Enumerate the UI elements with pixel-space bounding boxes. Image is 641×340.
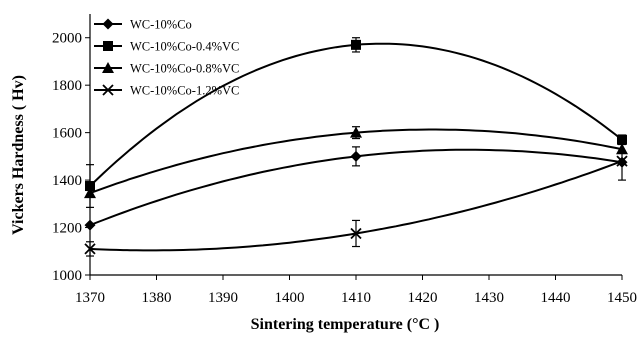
legend-item: WC-10%Co-0.4%VC <box>94 40 239 54</box>
legend-item: WC-10%Co <box>94 18 192 32</box>
x-tick-label: 1410 <box>341 290 371 306</box>
legend-item: WC-10%Co-0.8%VC <box>94 62 239 76</box>
data-point <box>84 219 96 231</box>
x-tick-label: 1400 <box>275 290 305 306</box>
series-2 <box>85 37 627 208</box>
data-point <box>616 155 628 167</box>
data-point <box>84 187 96 199</box>
data-point <box>350 126 362 138</box>
legend-label: WC-10%Co-1.2%VC <box>130 84 239 98</box>
legend-marker <box>102 18 114 30</box>
legend-marker <box>102 62 114 73</box>
x-tick-label: 1450 <box>607 290 637 306</box>
x-tick-label: 1420 <box>408 290 438 306</box>
legend-label: WC-10%Co-0.8%VC <box>130 62 239 76</box>
ticks: 1000 1200 1400 1600 1800 2000 1370 1380 1390 1400… <box>52 31 637 306</box>
data-point <box>617 134 627 145</box>
legend-label: WC-10%Co <box>130 18 192 32</box>
x-tick-label: 1440 <box>541 290 571 306</box>
legend-marker <box>102 84 114 96</box>
y-tick-label: 1400 <box>52 173 82 189</box>
x-axis-title: Sintering temperature (°C ) <box>251 316 440 333</box>
legend-label: WC-10%Co-0.4%VC <box>130 40 239 54</box>
x-tick-label: 1390 <box>208 290 238 306</box>
legend-marker <box>103 41 113 51</box>
data-point <box>84 243 96 255</box>
data-point <box>350 150 362 162</box>
x-tick-label: 1430 <box>474 290 504 306</box>
legend: WC-10%Co WC-10%Co-0.4%VC WC-10%Co-0.8%VC WC… <box>94 18 239 98</box>
y-tick-label: 1800 <box>52 78 82 94</box>
y-tick-label: 1600 <box>52 126 82 142</box>
data-point <box>351 39 361 50</box>
x-tick-label: 1370 <box>75 290 105 306</box>
data-point <box>350 227 362 240</box>
series <box>84 37 628 257</box>
x-tick-label: 1380 <box>142 290 172 306</box>
legend-item: WC-10%Co-1.2%VC <box>94 84 239 98</box>
y-tick-label: 1000 <box>52 268 82 284</box>
series-1 <box>84 146 628 231</box>
y-tick-label: 1200 <box>52 221 82 237</box>
data-point <box>85 181 95 192</box>
series-4 <box>84 141 628 257</box>
y-axis-title: Vickers Hardness ( Hv) <box>10 75 27 235</box>
y-tick-label: 2000 <box>52 31 82 47</box>
